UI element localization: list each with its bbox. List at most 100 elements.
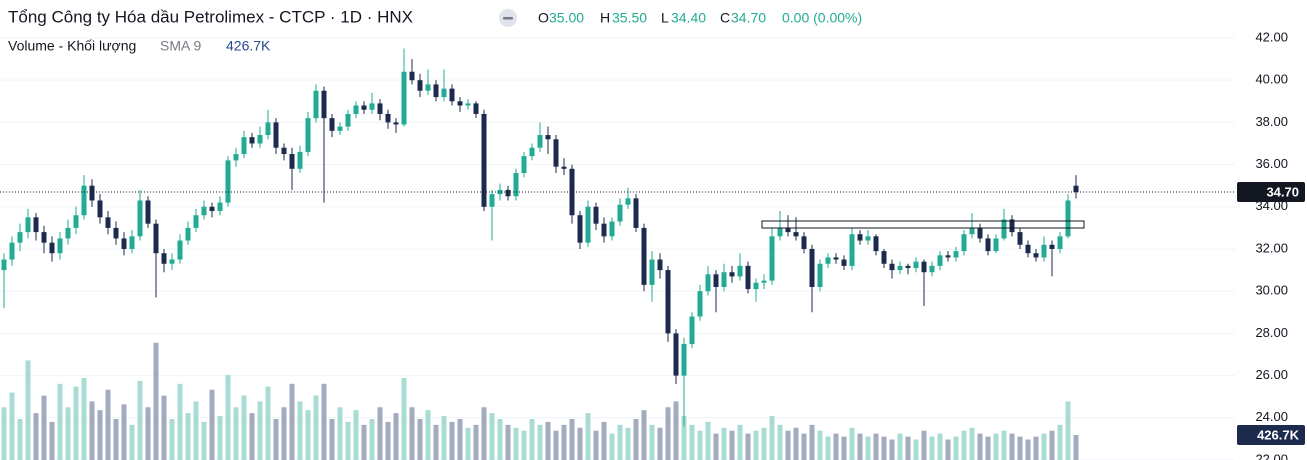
candle-body [777,227,783,237]
volume-last-label: 426.7K [1257,427,1300,442]
volume-bar [905,436,911,460]
volume-bar [657,427,663,460]
candle-body [161,253,167,264]
ohlc-label: C [720,10,730,26]
candle-body [137,200,143,237]
volume-bar [953,436,959,460]
range-box-drawing[interactable] [761,220,1085,229]
volume-bar [681,416,687,460]
volume-bar [297,401,303,460]
candle-body [473,103,479,114]
candle-body [769,236,775,281]
candle-body [257,135,263,144]
candle-body [17,232,23,243]
volume-bar [857,433,863,460]
candle-body [497,189,503,195]
ohlc-label: O [538,10,549,26]
volume-bar [433,424,439,460]
volume-bar [1033,436,1039,460]
volume-bar [689,424,695,460]
volume-bar [393,413,399,460]
sma-label: SMA 9 [160,38,201,54]
candle-body [297,151,303,169]
candle-body [1033,253,1039,258]
volume-bar [105,389,111,460]
candle-body [673,333,679,376]
candle-body [201,206,207,216]
volume-bar [249,413,255,460]
y-tick-label: 26.00 [1255,367,1288,382]
candle-body [593,206,599,224]
candle-body [657,259,663,271]
volume-bar [361,424,367,460]
candle-body [889,263,895,271]
ohlc-label: L [661,10,669,26]
last-price-label: 34.70 [1266,184,1299,199]
volume-bar [817,430,823,460]
volume-bar [233,407,239,460]
candle-body [649,259,655,285]
candle-body [865,236,871,241]
candle-body [577,215,583,243]
axis-background [1235,0,1307,460]
candle-body [321,90,327,119]
volume-bar [1025,439,1031,460]
volume-bar [897,433,903,460]
volume-bar [425,410,431,460]
candle-body [81,185,87,216]
candle-body [961,234,967,252]
volume-bar [497,418,503,460]
candle-body [481,113,487,207]
candle-body [737,265,743,277]
candle-body [617,204,623,222]
volume-bar [1041,433,1047,460]
volume-bar [33,413,39,460]
candle-body [393,122,399,125]
volume-bar [9,392,15,460]
candle-body [1065,200,1071,237]
volume-bar [617,424,623,460]
volume-bar [697,430,703,460]
volume-bar [161,395,167,460]
volume-bar [777,424,783,460]
volume-bar [1065,401,1071,460]
candle-body [561,166,567,169]
volume-bar [65,407,71,460]
candle-body [1025,244,1031,254]
volume-bar [513,427,519,460]
candle-body [761,280,767,283]
volume-bar [913,439,919,460]
volume-bar [257,401,263,460]
candle-body [1057,236,1063,249]
volume-bar [833,433,839,460]
volume-bar [1017,436,1023,460]
volume-pane [1,342,1079,460]
candle-body [1073,185,1079,193]
candle-body [537,135,543,148]
candle-body [545,135,551,140]
volume-bar [841,436,847,460]
candle-body [553,139,559,167]
candle-body [833,257,839,260]
ohlc-label: H [600,10,610,26]
volume-bar [889,439,895,460]
volume-bar [633,418,639,460]
candle-body [217,202,223,212]
candle-body [425,84,431,91]
candle-body [713,274,719,287]
volume-bar [337,407,343,460]
volume-bar [873,433,879,460]
volume-bar [569,418,575,460]
ohlc-legend: O 35.00 H 35.50 L 34.40 C 34.70 0.00 (0.… [538,10,862,26]
candle-body [633,198,639,228]
volume-bar [113,418,119,460]
candle-body [33,217,39,233]
candle-body [153,223,159,254]
volume-bar [969,427,975,460]
volume-bar [81,377,87,460]
volume-bar [481,407,487,460]
price-axis: 22.0024.0026.0028.0030.0032.0034.0036.00… [1235,0,1307,460]
candle-body [1009,219,1015,233]
volume-bar [273,418,279,460]
candle-body [313,90,319,119]
